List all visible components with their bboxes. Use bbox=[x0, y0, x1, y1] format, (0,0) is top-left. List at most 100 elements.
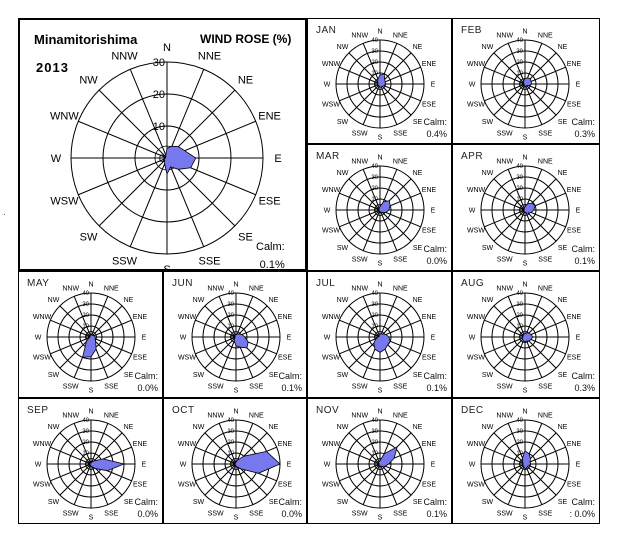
annual-spoke-nne bbox=[166, 69, 205, 159]
mar-dir-label-n: N bbox=[377, 154, 382, 161]
sep-dir-label-wsw: WSW bbox=[33, 482, 51, 489]
oct-spoke-ssw bbox=[218, 463, 237, 505]
sep-dir-label-se: SE bbox=[124, 499, 134, 506]
may-ring-label-0: 0 bbox=[86, 335, 90, 341]
jan-dir-label-wnw: WNW bbox=[322, 61, 341, 68]
aug-dir-label-s: S bbox=[523, 388, 528, 395]
jul-dir-label-nne: NNE bbox=[393, 286, 408, 293]
dec-month-label: DEC bbox=[461, 405, 484, 416]
jul-dir-label-ene: ENE bbox=[422, 314, 437, 321]
dec-dir-label-wsw: WSW bbox=[467, 482, 485, 489]
jan-spoke-sse bbox=[379, 83, 398, 125]
sep-spoke-wnw bbox=[50, 446, 92, 465]
apr-spoke-ssw bbox=[507, 209, 526, 251]
jan-dir-label-ne: NE bbox=[413, 44, 423, 51]
jun-calm-value: 0.1% bbox=[281, 383, 302, 393]
apr-dir-label-se: SE bbox=[558, 245, 568, 252]
jun-dir-label-wsw: WSW bbox=[178, 355, 196, 362]
mar-ring-label-10: 10 bbox=[371, 197, 378, 203]
aug-dir-label-sw: SW bbox=[482, 372, 494, 379]
feb-month-label: FEB bbox=[461, 25, 482, 36]
dec-calm-box: Calm:: 0.0% bbox=[569, 496, 595, 520]
nov-calm-label: Calm: bbox=[423, 497, 447, 507]
aug-spoke-nnw bbox=[507, 296, 526, 338]
may-dir-label-w: W bbox=[35, 335, 42, 342]
wind-rose-panel-jul: N NNE NE ENE E ESE SE SSE S SSW SW WSW W WNW NW NNW 0 10 2… bbox=[307, 271, 452, 398]
nov-dir-label-sw: SW bbox=[337, 499, 349, 506]
apr-spoke-wsw bbox=[484, 209, 526, 228]
jun-dir-label-nw: NW bbox=[193, 297, 205, 304]
mar-spoke-ese bbox=[379, 209, 421, 228]
dec-spoke-ene bbox=[524, 446, 566, 465]
may-spoke-nnw bbox=[73, 296, 92, 338]
may-spoke-se bbox=[90, 336, 123, 369]
feb-dir-label-ne: NE bbox=[558, 44, 568, 51]
nov-spoke-nnw bbox=[362, 423, 381, 465]
nov-spoke-se bbox=[379, 463, 412, 496]
jun-ring-label-20: 20 bbox=[227, 313, 234, 319]
nov-ring-label-20: 20 bbox=[371, 440, 378, 446]
wind-rose-panel-apr: N NNE NE ENE E ESE SE SSE S SSW SW WSW W WNW NW NNW 0 10 2… bbox=[452, 144, 600, 271]
sep-dir-label-nnw: NNW bbox=[62, 413, 79, 420]
apr-dir-label-sw: SW bbox=[482, 245, 494, 252]
apr-spoke-nne bbox=[524, 169, 543, 211]
jan-dir-label-nne: NNE bbox=[393, 33, 408, 40]
mar-dir-label-se: SE bbox=[413, 245, 423, 252]
jan-ring-label-0: 0 bbox=[375, 82, 379, 88]
aug-dir-label-e: E bbox=[576, 335, 581, 342]
jan-calm-box: Calm: 0.4% bbox=[423, 116, 447, 140]
nov-dir-label-ene: ENE bbox=[422, 441, 437, 448]
may-spoke-ese bbox=[90, 336, 132, 355]
sep-ring-label-0: 0 bbox=[86, 462, 90, 468]
aug-dir-label-nne: NNE bbox=[538, 286, 553, 293]
aug-dir-label-nnw: NNW bbox=[496, 286, 513, 293]
jun-dir-label-se: SE bbox=[269, 372, 279, 379]
may-dir-label-ese: ESE bbox=[133, 355, 147, 362]
jan-calm-label: Calm: bbox=[423, 117, 447, 127]
sep-calm-value: 0.0% bbox=[137, 509, 158, 519]
nov-dir-label-sse: SSE bbox=[393, 510, 407, 517]
oct-frequency-polygon bbox=[234, 450, 281, 474]
annual-frequency-polygon bbox=[163, 145, 197, 176]
annual-spoke-sse bbox=[166, 157, 205, 247]
jun-dir-label-ese: ESE bbox=[278, 355, 292, 362]
jun-ring-label-30: 30 bbox=[227, 302, 234, 308]
apr-spoke-nw bbox=[493, 178, 526, 211]
jul-dir-label-sw: SW bbox=[337, 372, 349, 379]
sep-spoke-nnw bbox=[73, 423, 92, 465]
aug-calm-box: Calm: 0.3% bbox=[571, 370, 595, 394]
mar-spoke-sse bbox=[379, 209, 398, 251]
dec-spoke-se bbox=[524, 463, 557, 496]
apr-frequency-polygon bbox=[523, 202, 536, 214]
feb-spoke-nw bbox=[493, 52, 526, 85]
may-ring-label-10: 10 bbox=[82, 324, 89, 330]
may-spoke-nw bbox=[59, 305, 92, 338]
sep-dir-label-ene: ENE bbox=[133, 441, 148, 448]
feb-spoke-nnw bbox=[507, 43, 526, 85]
may-dir-label-ssw: SSW bbox=[63, 383, 79, 390]
jun-spoke-sw bbox=[204, 336, 237, 369]
jul-spoke-nnw bbox=[362, 296, 381, 338]
jun-dir-label-sw: SW bbox=[193, 372, 205, 379]
jan-spoke-ene bbox=[379, 66, 421, 85]
dec-dir-label-nnw: NNW bbox=[496, 413, 513, 420]
sep-dir-label-sse: SSE bbox=[104, 510, 118, 517]
jun-calm-box: Calm: 0.1% bbox=[278, 370, 302, 394]
aug-dir-label-wsw: WSW bbox=[467, 355, 485, 362]
sep-spoke-sse bbox=[90, 463, 109, 505]
oct-dir-label-n: N bbox=[233, 408, 238, 415]
dec-ring-label-40: 40 bbox=[516, 418, 523, 424]
may-dir-label-sse: SSE bbox=[104, 383, 118, 390]
dec-dir-label-nw: NW bbox=[482, 424, 494, 431]
dec-dir-label-nne: NNE bbox=[538, 413, 553, 420]
may-dir-label-ene: ENE bbox=[133, 314, 148, 321]
mar-spoke-wsw bbox=[339, 209, 381, 228]
nov-dir-label-nw: NW bbox=[337, 424, 349, 431]
mar-ring-label-40: 40 bbox=[371, 164, 378, 170]
jan-dir-label-s: S bbox=[378, 135, 383, 142]
apr-ring-label-40: 40 bbox=[516, 164, 523, 170]
apr-dir-label-ese: ESE bbox=[567, 228, 581, 235]
mar-dir-label-wnw: WNW bbox=[322, 187, 341, 194]
